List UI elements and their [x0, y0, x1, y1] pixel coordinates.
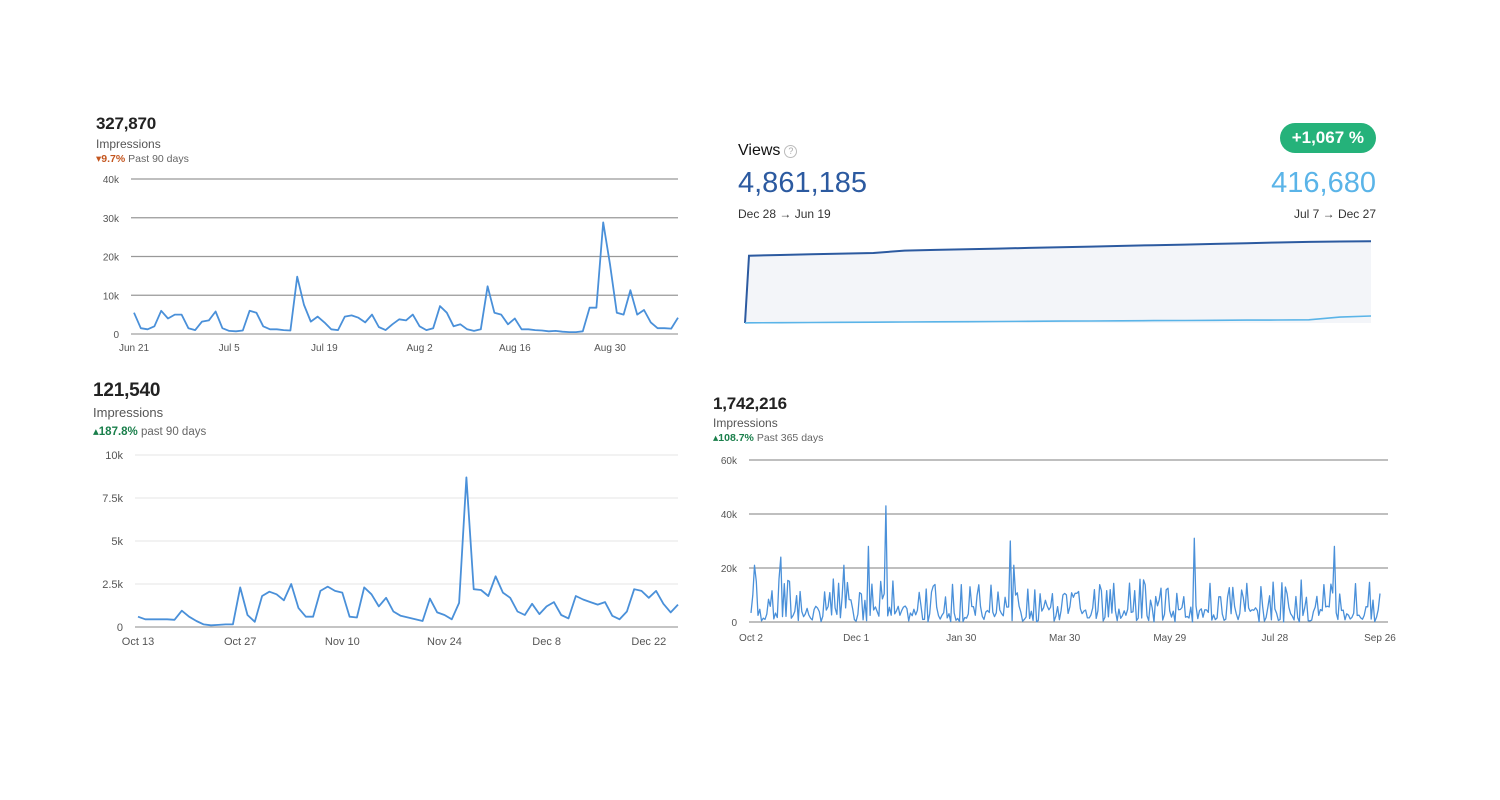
period-label: Past 365 days: [756, 432, 824, 444]
y-tick-label: 10k: [103, 291, 120, 302]
y-tick-label: 20k: [721, 564, 738, 575]
x-tick-label: Oct 2: [739, 633, 763, 644]
y-tick-label: 0: [117, 622, 123, 634]
y-tick-label: 2.5k: [102, 579, 123, 591]
y-tick-label: 20k: [103, 253, 120, 264]
delta-percent: 9.7%: [101, 153, 126, 165]
total-impressions: 1,742,216: [713, 394, 787, 413]
impressions-line-chart-yearly: 0 20k 40k 60k Oct 2 Dec 1 Jan 30 Mar 30 May 29 Ju…: [721, 456, 1396, 644]
x-tick-label: Jul 28: [1262, 633, 1289, 644]
views-value-right: 416,680: [1271, 167, 1376, 199]
date-range-right: Jul 7 → Dec 27: [1293, 207, 1376, 221]
views-title-text: Views: [738, 142, 781, 159]
y-tick-label: 5k: [111, 536, 123, 548]
x-tick-label: Jun 21: [119, 343, 149, 354]
x-tick-label: Jul 19: [311, 343, 338, 354]
metric-label: Impressions: [93, 405, 164, 420]
impressions-line-chart: 0 2.5k 5k 7.5k 10k Oct 13 Oct 27 Nov 10 Nov 24 De…: [102, 450, 679, 648]
date-range-left: Dec 28 → Jun 19: [738, 207, 831, 221]
x-tick-label: Jul 5: [219, 343, 241, 354]
x-tick-label: Aug 2: [407, 343, 434, 354]
impressions-panel-365d: 1,742,216 Impressions ▴108.7% Past 365 d…: [713, 394, 1403, 654]
period-label: past 90 days: [141, 426, 207, 438]
trend-up-icon: ▴: [93, 426, 99, 438]
period-label: Past 90 days: [128, 153, 189, 165]
series-line: [750, 505, 1381, 623]
delta-percent: 187.8%: [98, 426, 138, 438]
help-icon[interactable]: ?: [784, 145, 798, 158]
y-tick-label: 40k: [103, 175, 120, 186]
y-tick-label: 7.5k: [102, 493, 123, 505]
x-tick-label: Oct 27: [224, 636, 256, 648]
series-line-right: [744, 315, 1372, 324]
x-tick-label: Oct 13: [122, 636, 154, 648]
x-tick-label: Jan 30: [946, 633, 976, 644]
x-tick-label: Dec 22: [631, 636, 666, 648]
series-line-left: [744, 240, 1372, 324]
x-tick-label: Dec 1: [843, 633, 870, 644]
delta-row: ▾9.7% Past 90 days: [96, 153, 686, 165]
total-impressions: 121,540: [93, 380, 161, 401]
x-tick-label: Sep 26: [1364, 633, 1396, 644]
metric-label: Impressions: [713, 416, 778, 430]
x-tick-label: Mar 30: [1049, 633, 1081, 644]
views-value-left: 4,861,185: [738, 167, 868, 199]
x-tick-label: Aug 16: [499, 343, 531, 354]
x-tick-label: Nov 10: [325, 636, 360, 648]
trend-up-icon: ▴: [713, 432, 719, 444]
y-tick-label: 40k: [721, 510, 738, 521]
views-area-chart: [744, 240, 1372, 324]
delta-row: ▴187.8% past 90 days: [93, 424, 683, 438]
x-tick-label: Nov 24: [427, 636, 462, 648]
area-fill-left: [745, 241, 1371, 323]
impressions-panel-90d: 327,870 Impressions ▾9.7% Past 90 days 0…: [96, 114, 686, 364]
impressions-line-chart: 0 10k 20k 30k 40k Jun 21 Jul 5 Jul 19 Aug 2 Aug 1…: [103, 175, 679, 354]
series-line: [133, 221, 679, 334]
growth-badge: +1,067 %: [1279, 123, 1376, 153]
views-comparison-panel: Views? +1,067 % 4,861,185 416,680 Dec 28…: [735, 122, 1380, 332]
y-tick-label: 0: [113, 330, 119, 341]
series-line: [137, 476, 679, 627]
y-tick-label: 30k: [103, 214, 120, 225]
total-impressions: 327,870: [96, 114, 157, 133]
x-tick-label: Dec 8: [532, 636, 561, 648]
x-tick-label: Aug 30: [594, 343, 626, 354]
y-tick-label: 10k: [105, 450, 123, 462]
delta-row: ▴108.7% Past 365 days: [713, 432, 1403, 444]
views-title: Views?: [738, 142, 798, 160]
y-tick-label: 0: [731, 618, 737, 629]
delta-percent: 108.7%: [718, 432, 754, 444]
metric-label: Impressions: [96, 137, 161, 151]
impressions-panel-90d-second: 121,540 Impressions ▴187.8% past 90 days…: [93, 380, 683, 655]
y-tick-label: 60k: [721, 456, 738, 467]
trend-down-icon: ▾: [96, 153, 102, 165]
x-tick-label: May 29: [1153, 633, 1186, 644]
